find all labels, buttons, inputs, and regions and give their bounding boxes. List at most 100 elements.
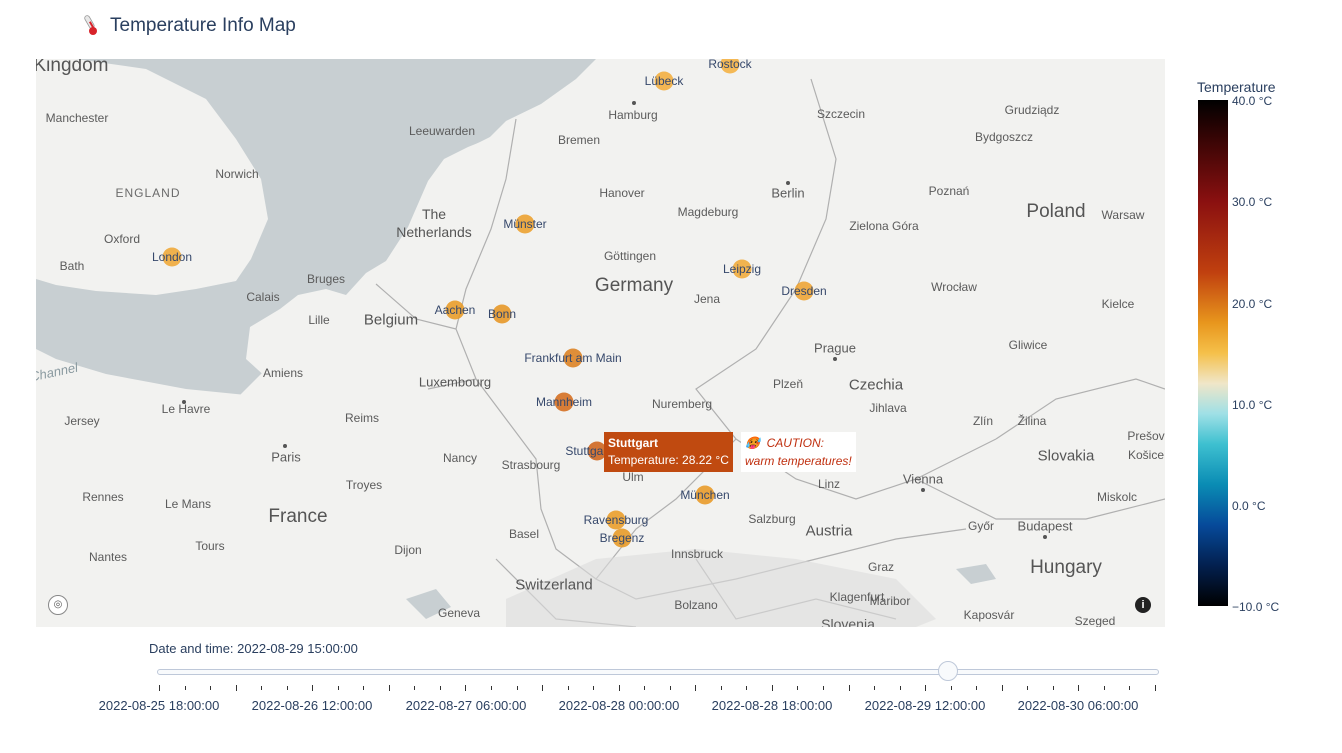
label-luxembourg: Luxembourg xyxy=(418,374,492,390)
colorbar-tick: 40.0 °C xyxy=(1232,94,1273,108)
marker-ravensburg[interactable] xyxy=(606,510,626,530)
slider-tick xyxy=(1129,686,1131,690)
place-label: Kielce xyxy=(1101,297,1135,311)
marker-label: Mannheim xyxy=(535,395,593,409)
slider-tick-label: 2022-08-25 18:00:00 xyxy=(98,698,220,713)
marker-mannheim[interactable] xyxy=(554,392,574,412)
place-label: Rennes xyxy=(82,490,124,504)
marker-label: Dresden xyxy=(781,284,827,298)
place-label: Nantes xyxy=(88,550,128,564)
slider-tick-label: 2022-08-28 18:00:00 xyxy=(711,698,833,713)
slider-tick-label: 2022-08-29 12:00:00 xyxy=(864,698,986,713)
place-label: Gliwice xyxy=(1008,338,1048,352)
slider-tick xyxy=(1052,686,1054,690)
slider-tick xyxy=(644,686,646,690)
colorbar-title: Temperature xyxy=(1197,79,1276,95)
label-hungary: Hungary xyxy=(1030,557,1102,578)
place-label: Wrocław xyxy=(931,280,977,294)
time-slider-track[interactable] xyxy=(157,669,1159,675)
place-label: Warsaw xyxy=(1101,208,1145,222)
slider-tick xyxy=(286,686,288,690)
place-label: Nuremberg xyxy=(651,397,713,411)
city-dot xyxy=(921,488,925,492)
place-label: Maribor xyxy=(869,594,911,608)
marker-label: München xyxy=(680,488,730,502)
place-label: Jihlava xyxy=(869,401,907,415)
slider-tick xyxy=(516,686,518,690)
slider-tick xyxy=(976,686,978,690)
slider-tick xyxy=(925,685,927,691)
slider-tick xyxy=(465,685,467,691)
label-germany: Germany xyxy=(594,275,674,296)
slider-tick xyxy=(542,685,544,691)
marker-label: Leipzig xyxy=(722,262,762,276)
place-label: Jersey xyxy=(64,414,100,428)
place-label: Prešov xyxy=(1127,429,1165,443)
place-label: Troyes xyxy=(345,478,383,492)
city-dot xyxy=(833,357,837,361)
marker-frankfurt[interactable] xyxy=(563,348,583,368)
tooltip-temperature: Temperature: 28.22 °C xyxy=(608,453,729,467)
slider-tick xyxy=(771,685,773,691)
place-label: Oxford xyxy=(103,232,141,246)
place-label: Amiens xyxy=(262,366,304,380)
slider-tick xyxy=(1103,686,1105,690)
place-label: Ulm xyxy=(622,470,644,484)
slider-tick xyxy=(593,686,595,690)
caution-box: 🥵 CAUTION: warm temperatures! xyxy=(741,432,856,472)
place-label: Norwich xyxy=(215,167,259,181)
place-label: Vienna xyxy=(902,471,944,487)
place-label: Strasbourg xyxy=(501,458,561,472)
marker-munchen[interactable] xyxy=(695,485,715,505)
info-icon[interactable]: i xyxy=(1135,597,1151,613)
place-label: Szeged xyxy=(1074,614,1116,627)
place-label: Paris xyxy=(271,449,301,465)
marker-bonn[interactable] xyxy=(492,304,512,324)
marker-dresden[interactable] xyxy=(794,281,814,301)
slider-tick xyxy=(848,685,850,691)
marker-label: Bonn xyxy=(487,307,517,321)
marker-leipzig[interactable] xyxy=(732,259,752,279)
marker-label: Rostock xyxy=(708,59,752,71)
marker-london[interactable] xyxy=(162,247,182,267)
slider-tick xyxy=(337,686,339,690)
marker-rostock[interactable] xyxy=(720,59,740,74)
slider-tick xyxy=(950,686,952,690)
marker-aachen[interactable] xyxy=(445,300,465,320)
slider-tick xyxy=(823,686,824,690)
label-poland: Poland xyxy=(1026,201,1086,222)
place-label: Lille xyxy=(308,313,330,327)
slider-tick xyxy=(235,685,237,691)
place-label: Zielona Góra xyxy=(849,219,919,233)
mapbox-logo-icon[interactable]: ◎ xyxy=(48,595,68,615)
place-label: Bremen xyxy=(557,133,601,147)
time-slider-handle[interactable] xyxy=(938,661,958,681)
place-label: Miskolc xyxy=(1096,490,1138,504)
place-label: Graz xyxy=(867,560,895,574)
place-label: Göttingen xyxy=(603,249,657,263)
place-label: Žilina xyxy=(1017,414,1047,428)
place-label: Basel xyxy=(508,527,540,541)
marker-label: Bregenz xyxy=(599,531,645,545)
slider-tick-label: 2022-08-30 06:00:00 xyxy=(1017,698,1139,713)
city-dot xyxy=(1043,535,1047,539)
marker-stuttgart[interactable] xyxy=(587,441,607,461)
marker-label: Aachen xyxy=(434,303,476,317)
marker-munster[interactable] xyxy=(515,214,535,234)
place-label: Szczecin xyxy=(816,107,866,121)
slider-tick xyxy=(184,686,186,690)
place-label: Zlín xyxy=(972,414,994,428)
marker-lubeck[interactable] xyxy=(654,71,674,91)
colorbar-tick: 20.0 °C xyxy=(1232,297,1273,311)
place-label: Plzeň xyxy=(772,377,804,391)
label-kingdom: Kingdom xyxy=(36,59,109,76)
place-label: Salzburg xyxy=(748,512,796,526)
slider-tick xyxy=(874,686,876,690)
place-label: Innsbruck xyxy=(670,547,724,561)
map-view[interactable]: Kingdom ENGLAND Germany France Poland Cz… xyxy=(36,59,1165,627)
place-label: Győr xyxy=(967,519,995,533)
marker-bregenz[interactable] xyxy=(612,528,632,548)
page-title: Temperature Info Map xyxy=(110,15,296,36)
slider-tick-label: 2022-08-28 00:00:00 xyxy=(558,698,680,713)
slider-tick xyxy=(210,686,212,690)
